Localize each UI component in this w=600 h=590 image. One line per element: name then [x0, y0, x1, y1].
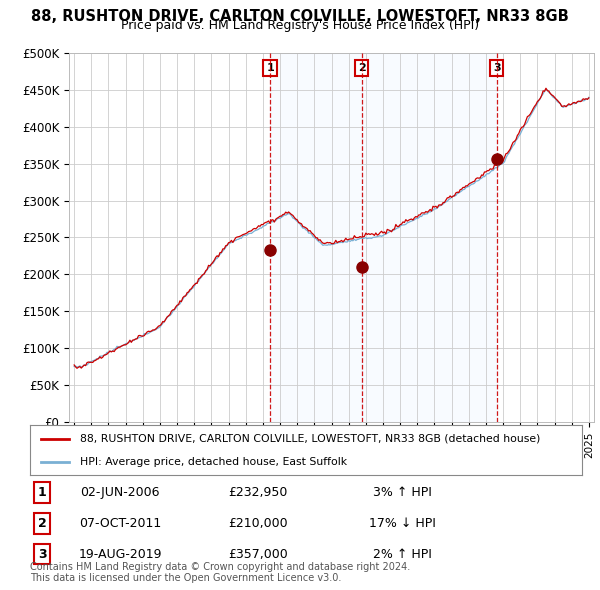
Text: Contains HM Land Registry data © Crown copyright and database right 2024.: Contains HM Land Registry data © Crown c…	[30, 562, 410, 572]
Text: 2: 2	[38, 517, 46, 530]
Text: HPI: Average price, detached house, East Suffolk: HPI: Average price, detached house, East…	[80, 457, 347, 467]
Text: 88, RUSHTON DRIVE, CARLTON COLVILLE, LOWESTOFT, NR33 8GB (detached house): 88, RUSHTON DRIVE, CARLTON COLVILLE, LOW…	[80, 434, 540, 444]
Text: 19-AUG-2019: 19-AUG-2019	[78, 548, 162, 560]
Text: 2% ↑ HPI: 2% ↑ HPI	[373, 548, 431, 560]
Text: 3: 3	[38, 548, 46, 560]
Text: £232,950: £232,950	[229, 486, 287, 499]
Text: 3: 3	[493, 63, 500, 73]
Text: 02-JUN-2006: 02-JUN-2006	[80, 486, 160, 499]
Text: £210,000: £210,000	[228, 517, 288, 530]
Text: Price paid vs. HM Land Registry's House Price Index (HPI): Price paid vs. HM Land Registry's House …	[121, 19, 479, 32]
Bar	[362, 53, 497, 422]
Text: 3% ↑ HPI: 3% ↑ HPI	[373, 486, 431, 499]
Text: 07-OCT-2011: 07-OCT-2011	[79, 517, 161, 530]
Text: 1: 1	[266, 63, 274, 73]
Text: 1: 1	[38, 486, 46, 499]
Text: 17% ↓ HPI: 17% ↓ HPI	[368, 517, 436, 530]
Text: £357,000: £357,000	[228, 548, 288, 560]
Bar	[270, 53, 362, 422]
Text: 2: 2	[358, 63, 365, 73]
Text: 88, RUSHTON DRIVE, CARLTON COLVILLE, LOWESTOFT, NR33 8GB: 88, RUSHTON DRIVE, CARLTON COLVILLE, LOW…	[31, 9, 569, 24]
Text: This data is licensed under the Open Government Licence v3.0.: This data is licensed under the Open Gov…	[30, 573, 341, 583]
